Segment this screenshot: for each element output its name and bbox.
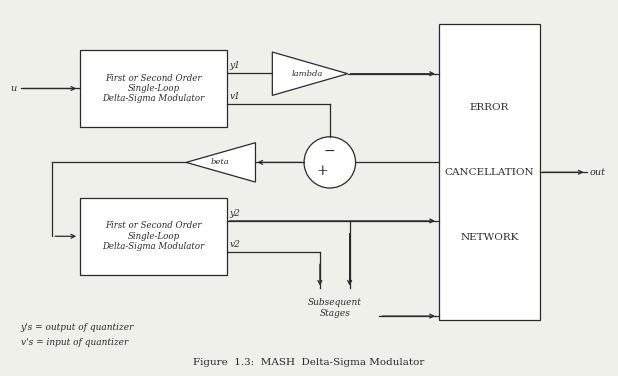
Text: −: − [324, 144, 336, 158]
Text: ERROR: ERROR [470, 103, 509, 112]
Text: y2: y2 [230, 209, 240, 218]
Text: NETWORK: NETWORK [460, 233, 519, 242]
Text: u: u [11, 84, 17, 93]
Text: y's = output of quantizer: y's = output of quantizer [20, 323, 134, 332]
Polygon shape [186, 143, 255, 182]
Circle shape [304, 137, 355, 188]
Text: lambda: lambda [292, 70, 324, 78]
Text: v2: v2 [230, 240, 240, 249]
Polygon shape [273, 52, 348, 96]
Bar [80, 198, 227, 275]
Text: Subsequent
Stages: Subsequent Stages [308, 298, 362, 318]
Text: CANCELLATION: CANCELLATION [444, 168, 534, 177]
Text: Figure  1.3:  MASH  Delta-Sigma Modulator: Figure 1.3: MASH Delta-Sigma Modulator [193, 358, 425, 367]
Text: v's = input of quantizer: v's = input of quantizer [20, 338, 128, 347]
Text: out: out [590, 168, 606, 177]
Text: First or Second Order
Single-Loop
Delta-Sigma Modulator: First or Second Order Single-Loop Delta-… [103, 74, 205, 103]
Text: beta: beta [211, 158, 230, 167]
Bar [80, 50, 227, 127]
Text: First or Second Order
Single-Loop
Delta-Sigma Modulator: First or Second Order Single-Loop Delta-… [103, 221, 205, 251]
Text: v1: v1 [230, 92, 240, 101]
Text: +: + [316, 164, 328, 178]
Bar [439, 24, 540, 320]
Text: y1: y1 [230, 61, 240, 70]
